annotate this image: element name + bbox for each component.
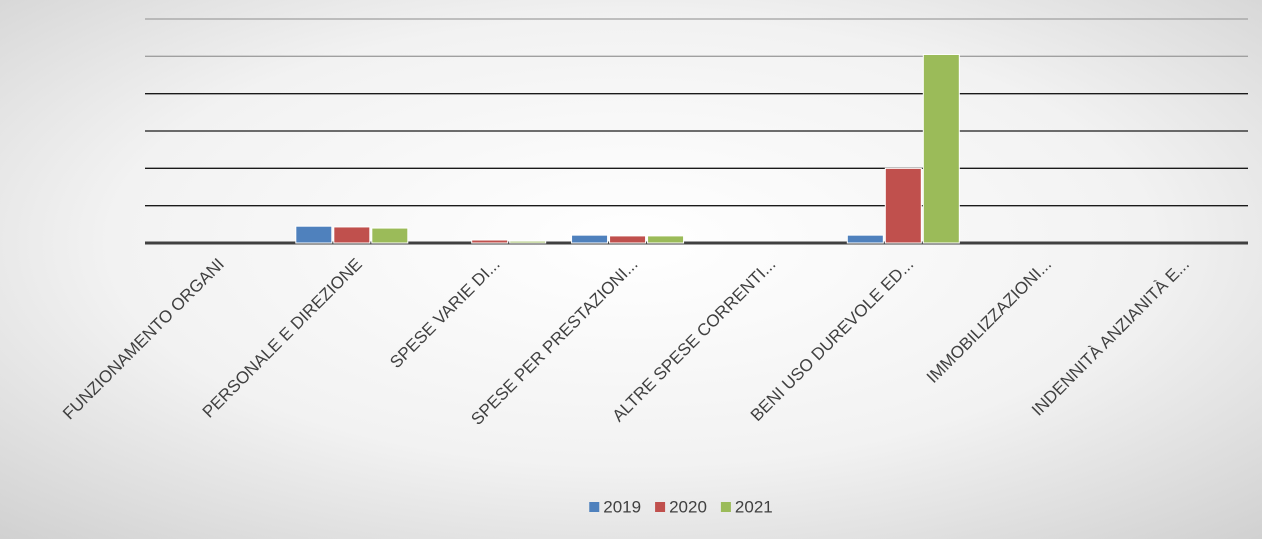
legend-swatch — [720, 502, 731, 512]
legend-label: 2020 — [669, 497, 707, 516]
legend-swatch — [655, 502, 666, 512]
legend-label: 2019 — [603, 497, 641, 516]
bar — [295, 225, 333, 244]
bar — [922, 53, 960, 244]
bar — [647, 235, 685, 244]
legend-label: 2021 — [735, 497, 773, 516]
bar — [333, 226, 371, 244]
legend-swatch — [589, 502, 600, 512]
bar — [471, 239, 509, 244]
legend: 2019 2020 2021 — [589, 497, 773, 516]
bar — [846, 234, 884, 244]
bar — [884, 167, 922, 244]
bar — [571, 234, 609, 244]
bar — [371, 227, 409, 244]
bar — [609, 235, 647, 244]
bar — [509, 240, 547, 244]
